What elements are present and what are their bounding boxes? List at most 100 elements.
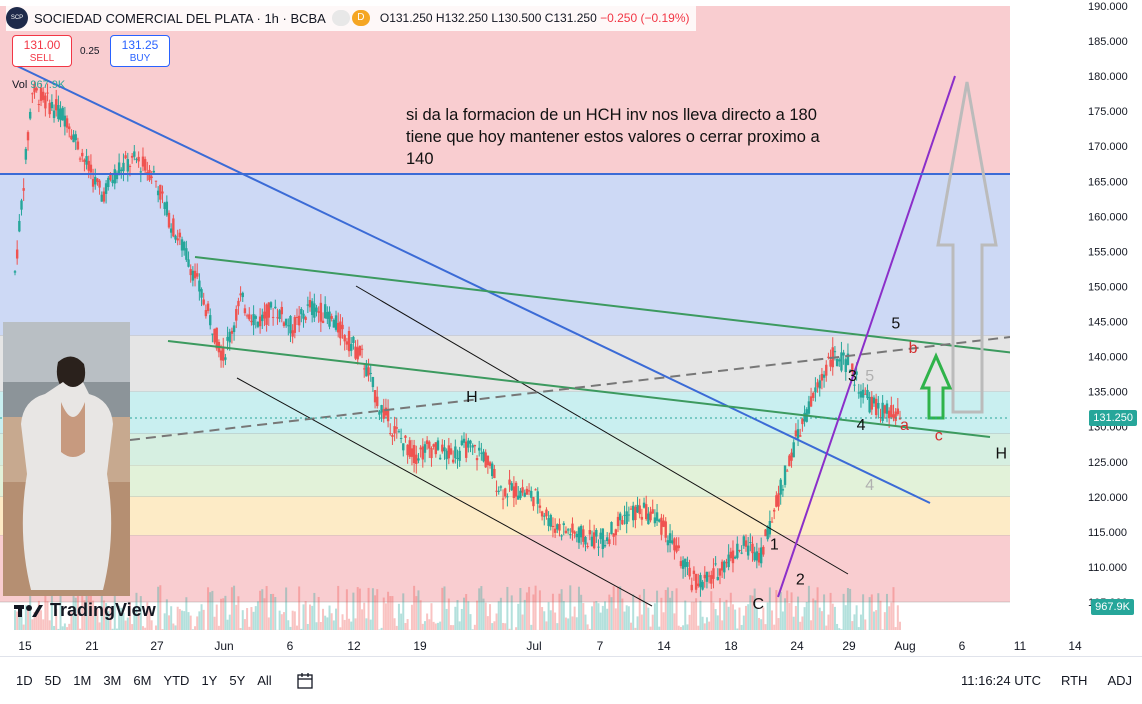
candle-body bbox=[311, 301, 313, 315]
volume-bar bbox=[214, 617, 216, 630]
volume-bar bbox=[758, 618, 760, 630]
volume-bar bbox=[682, 625, 684, 630]
candle-body bbox=[894, 411, 896, 420]
volume-bar bbox=[220, 599, 222, 630]
timeframe-button[interactable]: 3M bbox=[97, 673, 127, 688]
candle-body bbox=[467, 440, 469, 447]
date-range-icon[interactable] bbox=[296, 672, 314, 690]
candle-body bbox=[268, 303, 270, 318]
candle-body bbox=[619, 514, 621, 521]
candle-body bbox=[541, 511, 543, 516]
volume-bar bbox=[496, 613, 498, 630]
rth-toggle[interactable]: RTH bbox=[1051, 673, 1097, 688]
candle-body bbox=[521, 487, 523, 492]
candle-body bbox=[498, 491, 500, 492]
candle-body bbox=[502, 499, 504, 500]
candle-body bbox=[671, 540, 673, 543]
timeframe-button[interactable]: 6M bbox=[127, 673, 157, 688]
candle-body bbox=[155, 181, 157, 182]
candle-body bbox=[183, 242, 185, 251]
candle-body bbox=[62, 108, 64, 121]
volume-bar bbox=[576, 617, 578, 630]
candle-body bbox=[198, 281, 200, 292]
candle-body bbox=[153, 171, 155, 173]
candle-body bbox=[697, 584, 699, 586]
clock-time[interactable]: 11:16:24 UTC bbox=[951, 673, 1051, 688]
candle-body bbox=[400, 438, 402, 439]
volume-bar bbox=[897, 605, 899, 630]
volume-bar bbox=[207, 587, 209, 630]
candle-body bbox=[864, 394, 866, 395]
symbol-logo: SCP bbox=[6, 7, 28, 29]
candle-body bbox=[550, 515, 552, 527]
candle-body bbox=[730, 552, 732, 558]
timeframe-button[interactable]: 1Y bbox=[195, 673, 223, 688]
volume-bar bbox=[144, 628, 146, 630]
candle-body bbox=[450, 448, 452, 454]
candle-body bbox=[884, 405, 886, 413]
timeframe-button[interactable]: 5D bbox=[39, 673, 68, 688]
volume-bar bbox=[491, 623, 493, 630]
volume-bar bbox=[272, 594, 274, 630]
volume-bar bbox=[261, 589, 263, 630]
candle-body bbox=[699, 575, 701, 587]
candle-body bbox=[819, 380, 821, 388]
candle-body bbox=[372, 377, 374, 387]
volume-bar bbox=[450, 625, 452, 630]
volume-bar bbox=[331, 613, 333, 630]
candle-body bbox=[493, 469, 495, 478]
volume-bar bbox=[474, 625, 476, 630]
candle-body bbox=[456, 458, 458, 459]
candle-body bbox=[66, 118, 68, 127]
volume-bar bbox=[669, 598, 671, 630]
volume-bar bbox=[344, 620, 346, 630]
candle-body bbox=[643, 503, 645, 508]
candle-body bbox=[610, 522, 612, 534]
symbol-title[interactable]: SOCIEDAD COMERCIAL DEL PLATA · 1h · BCBA bbox=[34, 11, 326, 26]
candle-body bbox=[821, 374, 823, 381]
volume-bar bbox=[268, 617, 270, 630]
candle-body bbox=[309, 300, 311, 307]
timeframe-button[interactable]: 5Y bbox=[223, 673, 251, 688]
candle-body bbox=[773, 510, 775, 512]
candle-body bbox=[38, 104, 40, 105]
eye-icon[interactable] bbox=[332, 10, 350, 26]
candle-body bbox=[662, 521, 664, 527]
candle-body bbox=[534, 489, 536, 490]
sell-button[interactable]: 131.00 SELL bbox=[12, 35, 72, 67]
candle-body bbox=[634, 507, 636, 520]
timeframe-button[interactable]: 1M bbox=[67, 673, 97, 688]
candle-body bbox=[747, 546, 749, 556]
dividend-badge[interactable]: D bbox=[352, 10, 370, 26]
candle-body bbox=[146, 172, 148, 173]
annotation-text[interactable]: si da la formacion de un HCH inv nos lle… bbox=[406, 104, 826, 170]
price-axis[interactable]: 105.000110.000115.000120.000125.000130.0… bbox=[1010, 0, 1142, 656]
volume-bar bbox=[827, 615, 829, 630]
adj-toggle[interactable]: ADJ bbox=[1097, 673, 1142, 688]
tradingview-brand[interactable]: TradingView bbox=[14, 600, 156, 621]
volume-bar bbox=[415, 596, 417, 630]
volume-bar bbox=[483, 599, 485, 630]
buy-button[interactable]: 131.25 BUY bbox=[110, 35, 170, 67]
candle-body bbox=[621, 520, 623, 524]
timeframe-button[interactable]: All bbox=[251, 673, 277, 688]
volume-bar bbox=[522, 615, 524, 630]
timeframe-button[interactable]: 1D bbox=[10, 673, 39, 688]
visibility-toggle[interactable]: D bbox=[332, 10, 370, 26]
volume-bar bbox=[600, 613, 602, 630]
timeframe-button[interactable]: YTD bbox=[157, 673, 195, 688]
fib-band bbox=[0, 174, 1010, 335]
woman-on-beach-image bbox=[3, 322, 130, 596]
volume-bar bbox=[767, 603, 769, 630]
volume-bar bbox=[394, 618, 396, 630]
volume-bar bbox=[582, 603, 584, 630]
volume-bar bbox=[838, 628, 840, 630]
volume-bar bbox=[884, 612, 886, 630]
volume-bar bbox=[448, 599, 450, 630]
volume-bar bbox=[806, 602, 808, 630]
candle-body bbox=[764, 530, 766, 537]
candle-body bbox=[476, 458, 478, 460]
time-tick-label: 7 bbox=[597, 639, 604, 653]
